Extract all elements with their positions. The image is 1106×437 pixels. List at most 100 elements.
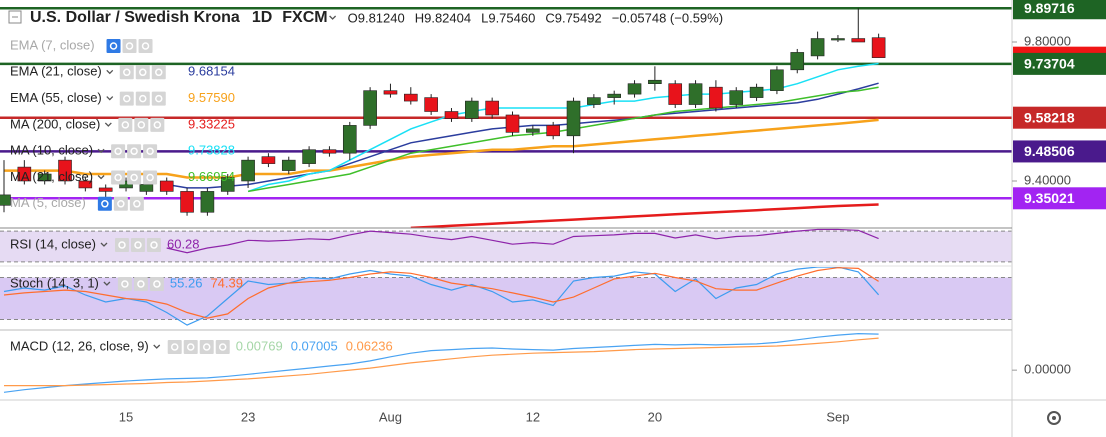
legend-icon-glyph [125, 42, 134, 50]
candle-body [281, 159, 296, 171]
dropdown-chevron[interactable] [329, 15, 337, 20]
legend-icon-button[interactable] [111, 170, 126, 185]
legend-icon-button[interactable] [130, 238, 145, 252]
legend-icon-button[interactable] [135, 65, 150, 80]
dropdown-chevron[interactable] [106, 69, 114, 75]
candle-body [200, 191, 215, 213]
legend-icon-glyph [130, 173, 138, 182]
legend-value: 9.73828 [188, 143, 235, 158]
y-tick-label: 9.40000 [1024, 172, 1071, 187]
price-label-bg [1013, 106, 1106, 129]
indicator-line [166, 82, 879, 189]
dropdown-chevron[interactable] [106, 96, 114, 101]
indicator-line [247, 86, 879, 193]
candle-body [810, 38, 825, 57]
legend-icon-button[interactable] [143, 170, 158, 185]
legend-name-hidden: MA (5, close) [10, 195, 86, 210]
legend-icon-button[interactable] [150, 117, 165, 132]
candle-body [526, 128, 540, 133]
legend-icon-button[interactable] [117, 277, 132, 291]
candle-body [261, 156, 276, 164]
candle-body [607, 93, 622, 98]
legend-icon-button[interactable] [127, 144, 142, 159]
legend-icon-button[interactable] [127, 170, 142, 185]
legend-value: 74.39 [210, 275, 243, 290]
pane-backgrounds [0, 6, 1012, 320]
x-tick-label: 20 [648, 409, 662, 424]
chart-title: U.S. Dollar / Swedish Krona [30, 9, 240, 26]
ohlc-value: C9.75492 [545, 10, 601, 25]
x-tick-label: 23 [241, 409, 255, 424]
pane-title: Stoch (14, 3, 1) [10, 275, 99, 290]
candle-body [749, 86, 764, 98]
indicator-line [3, 332, 879, 393]
legend-icon-button[interactable] [199, 340, 214, 354]
legend-icon-glyph [186, 343, 195, 351]
legend-icon-button[interactable] [149, 277, 164, 291]
candle-body [770, 69, 784, 91]
dropdown-chevron[interactable] [103, 281, 111, 286]
candle-body [790, 52, 805, 71]
legend-icon-button[interactable] [129, 196, 144, 211]
legend-icon-glyph [117, 200, 125, 208]
legend-icon-glyph [123, 68, 131, 77]
legend-icon-button[interactable] [97, 196, 112, 211]
price-label: 9.73704 [1024, 56, 1075, 72]
legend-icon-button[interactable] [119, 65, 134, 80]
candle-body [871, 37, 886, 58]
x-tick-label: 15 [119, 409, 133, 424]
dropdown-chevron[interactable] [97, 148, 105, 154]
y-tick-label: 0.00000 [1024, 362, 1071, 377]
candle-body [220, 177, 235, 192]
ohlc-value: O9.81240 [348, 10, 405, 25]
legend-name: EMA (55, close) [10, 90, 102, 105]
legend-icon-button[interactable] [138, 39, 153, 53]
legend-icon-glyph [139, 68, 147, 77]
candle-body [58, 159, 72, 182]
legend-icon-button[interactable] [143, 144, 158, 159]
candle-body [424, 97, 438, 112]
legend-icon-button[interactable] [146, 238, 161, 252]
legend-icon-button[interactable] [122, 39, 137, 53]
dropdown-chevron[interactable] [104, 122, 112, 127]
candle-body [668, 83, 683, 105]
legend-icon-glyph [155, 68, 163, 77]
legend-icon-button[interactable] [113, 196, 128, 211]
legend-icon-button[interactable] [183, 340, 198, 354]
price-label: 9.35021 [1024, 190, 1075, 206]
legend-icon-button[interactable] [119, 91, 134, 106]
dropdown-chevron[interactable] [100, 242, 108, 247]
legend-name-hidden: EMA (7, close) [10, 37, 95, 52]
settings-button[interactable] [1047, 411, 1061, 425]
legend-icon-glyph [137, 280, 145, 288]
price-label: 9.48506 [1024, 143, 1075, 159]
legend-icon-button[interactable] [133, 277, 148, 291]
candle-body [566, 100, 581, 137]
price-label: 9.58218 [1024, 109, 1075, 125]
legend-icon-button[interactable] [134, 117, 149, 132]
legend-icon-button[interactable] [135, 91, 150, 106]
legend-icon-glyph [150, 241, 158, 249]
legend-icon-button[interactable] [111, 144, 126, 159]
indicator-line [3, 267, 879, 319]
legend-icon-button[interactable] [151, 91, 166, 106]
legend-icon-glyph [118, 241, 126, 249]
dropdown-chevron[interactable] [97, 175, 105, 180]
legend-icon-glyph [137, 121, 146, 129]
legend-icon-button[interactable] [167, 340, 182, 354]
legend-icon-button[interactable] [114, 238, 129, 252]
price-label-bg [1013, 52, 1106, 75]
legend-icon-button[interactable] [118, 117, 133, 132]
dropdown-chevron[interactable] [153, 344, 161, 349]
pane-title: MACD (12, 26, close, 9) [10, 338, 149, 353]
legend-icon-button[interactable] [106, 39, 121, 53]
pane-title: RSI (14, close) [10, 236, 96, 251]
legend-value: 9.66954 [188, 169, 235, 184]
price-label-bg [1013, 140, 1106, 163]
legend-icon-button[interactable] [215, 340, 230, 354]
x-tick-label: 12 [526, 409, 540, 424]
legend-icon-button[interactable] [151, 65, 166, 80]
